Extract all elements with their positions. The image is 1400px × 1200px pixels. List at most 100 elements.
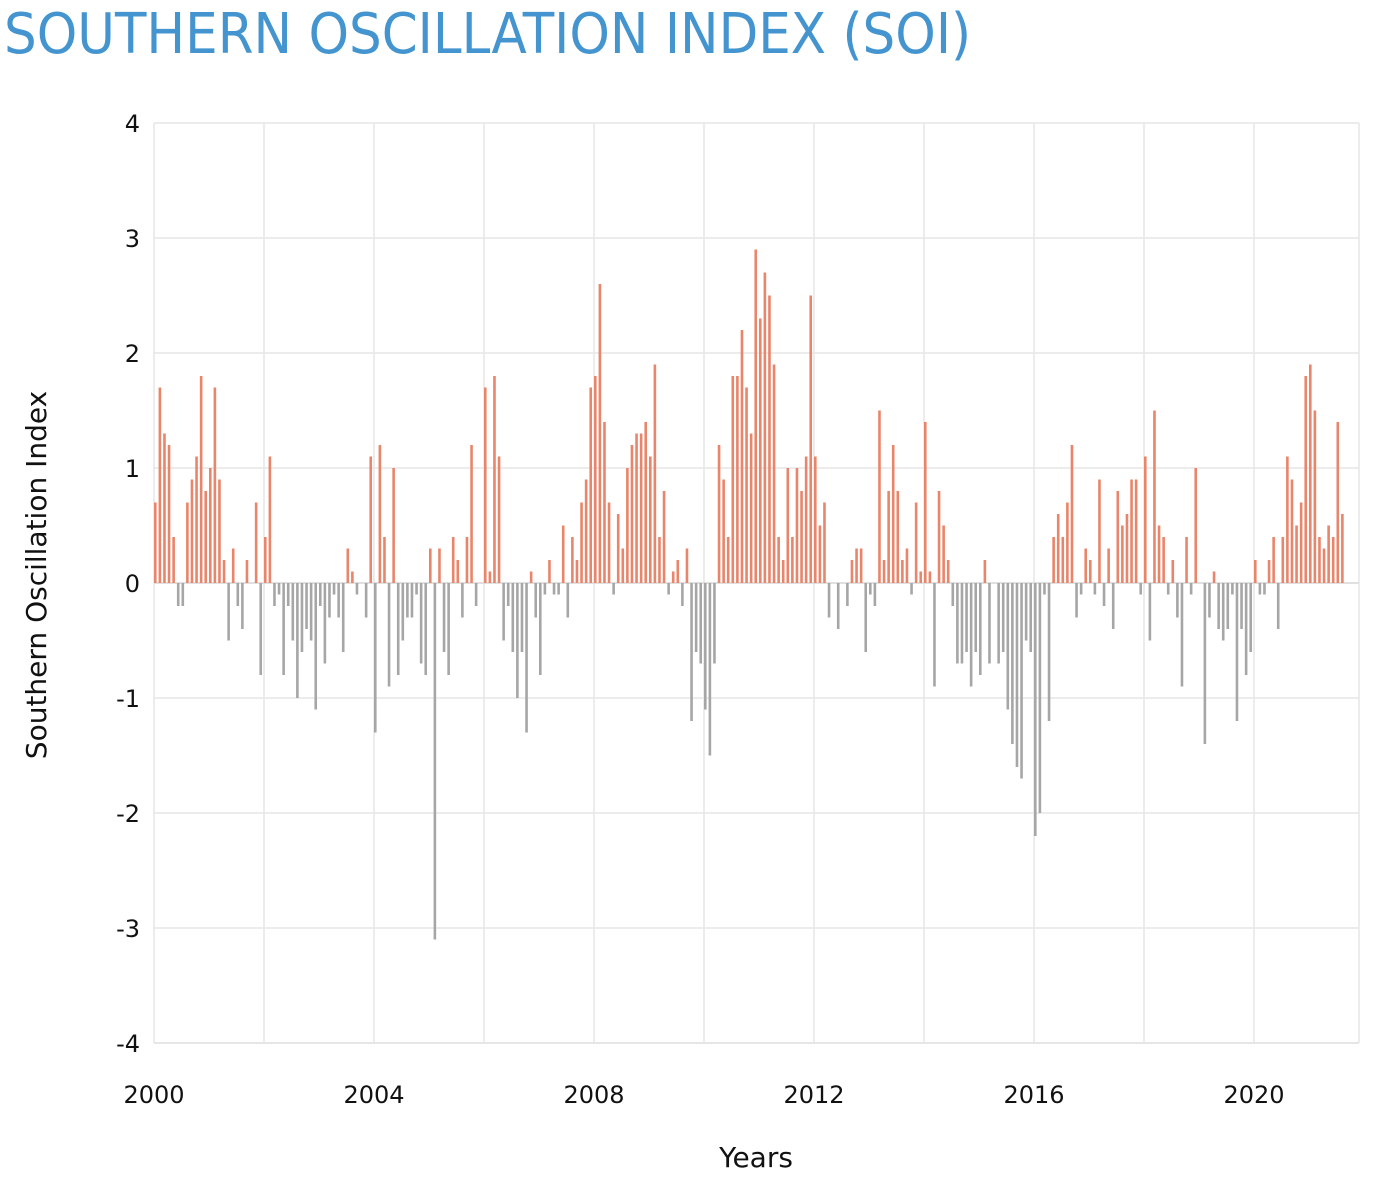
bar-2000-4 [167, 445, 171, 583]
bar-2008-12 [644, 422, 648, 583]
bar-2004-2 [378, 445, 382, 583]
y-tick-label: 2 [125, 340, 140, 368]
bar-2004-9 [410, 583, 414, 618]
bar-2006-5 [502, 583, 505, 641]
bar-2013-9 [905, 548, 909, 583]
bar-2016-1 [1034, 583, 1037, 836]
bar-2005-7 [456, 560, 460, 583]
bar-2002-7 [291, 583, 295, 641]
bar-2018-5 [1162, 537, 1165, 583]
bar-2000-7 [181, 583, 185, 606]
bar-2017-2 [1093, 583, 1097, 595]
bar-2005-8 [461, 583, 464, 618]
y-tick-label: -4 [116, 1030, 140, 1058]
bar-2013-1 [869, 583, 872, 595]
bar-2013-3 [878, 410, 881, 583]
bar-2003-8 [351, 571, 354, 583]
bar-2004-5 [392, 468, 395, 583]
bar-2014-6 [946, 560, 950, 583]
bar-2021-4 [1322, 548, 1326, 583]
bar-2002-4 [277, 583, 281, 595]
bar-2010-9 [740, 330, 744, 583]
bar-2021-2 [1313, 410, 1317, 583]
bar-2021-5 [1327, 525, 1330, 583]
bar-2009-11 [694, 583, 698, 652]
bar-2005-2 [433, 583, 437, 940]
y-axis-ticks: 4 3 2 1 0 -1 -2 -3 -4 [116, 110, 140, 1058]
bar-2010-5 [722, 479, 725, 583]
bar-2011-9 [795, 468, 799, 583]
bar-2018-2 [1148, 583, 1152, 641]
bar-2008-5 [612, 583, 615, 595]
bar-2011-12 [809, 295, 813, 583]
bar-2005-10 [470, 445, 473, 583]
bar-2015-3 [988, 583, 991, 664]
bar-2009-2 [653, 364, 657, 583]
bar-2004-11 [419, 583, 423, 664]
x-tick-label: 2020 [1223, 1081, 1284, 1109]
bar-2004-6 [396, 583, 400, 675]
bar-2019-12 [1249, 583, 1253, 652]
bar-2009-1 [649, 456, 652, 583]
bar-2013-4 [882, 560, 886, 583]
bar-2006-7 [511, 583, 515, 652]
bar-2019-3 [1208, 583, 1211, 618]
bar-2008-10 [635, 433, 638, 583]
bar-2002-1 [264, 537, 267, 583]
bar-2015-8 [1011, 583, 1014, 744]
bar-2001-4 [222, 560, 226, 583]
bar-2017-10 [1130, 479, 1133, 583]
bar-2007-12 [589, 387, 593, 583]
bar-2019-7 [1226, 583, 1230, 629]
bar-2002-3 [273, 583, 276, 606]
bar-2010-10 [745, 387, 748, 583]
bar-2000-8 [186, 502, 189, 583]
bar-2001-12 [259, 583, 263, 675]
bar-2011-4 [772, 364, 776, 583]
bar-2009-8 [681, 583, 684, 606]
bar-2018-8 [1176, 583, 1179, 618]
bar-2014-2 [928, 571, 932, 583]
bar-2007-8 [571, 537, 574, 583]
bar-2017-7 [1116, 491, 1120, 583]
bar-2019-6 [1221, 583, 1225, 641]
bar-2013-6 [891, 445, 895, 583]
bar-2010-11 [749, 433, 753, 583]
bar-2010-3 [713, 583, 716, 664]
bar-2015-12 [1029, 583, 1033, 652]
x-tick-label: 2004 [343, 1081, 404, 1109]
bar-2021-8 [1341, 514, 1344, 583]
bar-2005-4 [442, 583, 446, 652]
y-tick-label: -1 [116, 685, 140, 713]
bar-2007-5 [557, 583, 560, 595]
bar-2010-8 [736, 376, 739, 583]
bar-2016-10 [1075, 583, 1078, 618]
bar-2001-9 [245, 560, 249, 583]
bar-2014-8 [956, 583, 959, 664]
bar-2006-2 [488, 571, 492, 583]
y-axis-label: Southern Oscillation Index [20, 391, 53, 759]
bar-2017-11 [1134, 479, 1138, 583]
bar-2017-4 [1102, 583, 1106, 606]
bar-2013-11 [914, 502, 918, 583]
bar-2010-2 [708, 583, 712, 756]
bar-2009-10 [690, 583, 693, 721]
bar-2012-6 [836, 583, 840, 629]
bar-2016-6 [1056, 514, 1060, 583]
bar-2009-5 [667, 583, 670, 595]
bar-2004-7 [401, 583, 405, 641]
bar-2002-10 [305, 583, 308, 629]
bar-2014-7 [951, 583, 955, 606]
bar-2001-5 [227, 583, 230, 641]
bar-2005-11 [474, 583, 478, 606]
bar-2018-11 [1189, 583, 1193, 595]
bar-2020-1 [1254, 560, 1257, 583]
bar-2006-1 [484, 387, 487, 583]
bar-2003-7 [346, 548, 350, 583]
bar-2010-4 [717, 445, 721, 583]
bar-2005-3 [438, 548, 441, 583]
bar-2014-10 [965, 583, 968, 652]
bar-2020-9 [1290, 479, 1294, 583]
bar-2020-3 [1263, 583, 1266, 595]
bar-2020-10 [1295, 525, 1298, 583]
